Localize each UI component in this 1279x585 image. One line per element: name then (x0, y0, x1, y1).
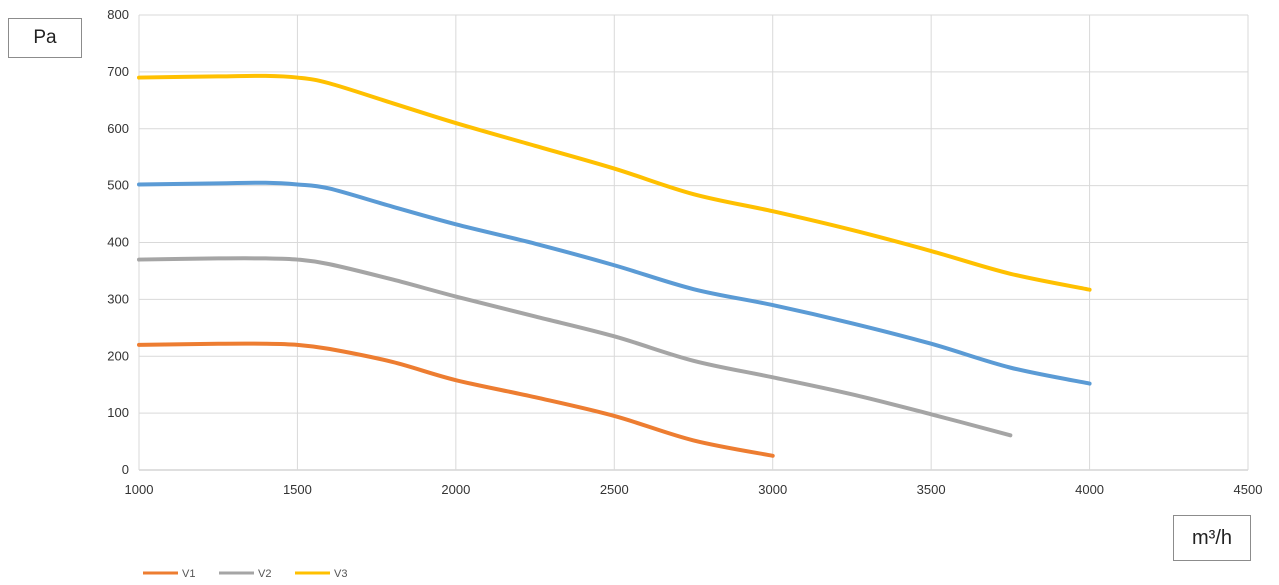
series-line-unnamed-4 (137, 180, 1092, 386)
x-tick-label: 3000 (758, 482, 787, 497)
series-line-v3 (137, 73, 1092, 292)
legend-label-v2: V2 (258, 568, 271, 580)
x-axis-ticks: 1000 1500 2000 2500 3000 3500 4000 4500 (125, 482, 1263, 497)
chart-series (137, 73, 1092, 458)
y-tick-label: 400 (107, 235, 129, 250)
y-axis-ticks: 0 100 200 300 400 500 600 700 800 (107, 7, 129, 477)
y-tick-label: 0 (122, 462, 129, 477)
legend-label-v1: V1 (182, 568, 195, 580)
y-tick-label: 300 (107, 291, 129, 306)
x-axis-label: m³/h (1173, 515, 1251, 561)
y-tick-label: 200 (107, 348, 129, 363)
y-tick-label: 800 (107, 7, 129, 22)
y-tick-label: 100 (107, 405, 129, 420)
x-tick-label: 2500 (600, 482, 629, 497)
x-tick-label: 2000 (441, 482, 470, 497)
legend-label-v3: V3 (334, 568, 347, 580)
chart-grid (138, 14, 1249, 471)
series-line-v2 (137, 256, 1013, 438)
y-tick-label: 700 (107, 64, 129, 79)
y-tick-label: 600 (107, 121, 129, 136)
y-tick-label: 500 (107, 178, 129, 193)
x-tick-label: 3500 (917, 482, 946, 497)
x-tick-label: 4000 (1075, 482, 1104, 497)
series-line-v1 (137, 341, 775, 458)
x-tick-label: 1000 (125, 482, 154, 497)
x-tick-label: 4500 (1234, 482, 1263, 497)
y-axis-label: Pa (8, 18, 82, 58)
x-tick-label: 1500 (283, 482, 312, 497)
chart-legend: V1 V2 V3 (143, 568, 347, 580)
